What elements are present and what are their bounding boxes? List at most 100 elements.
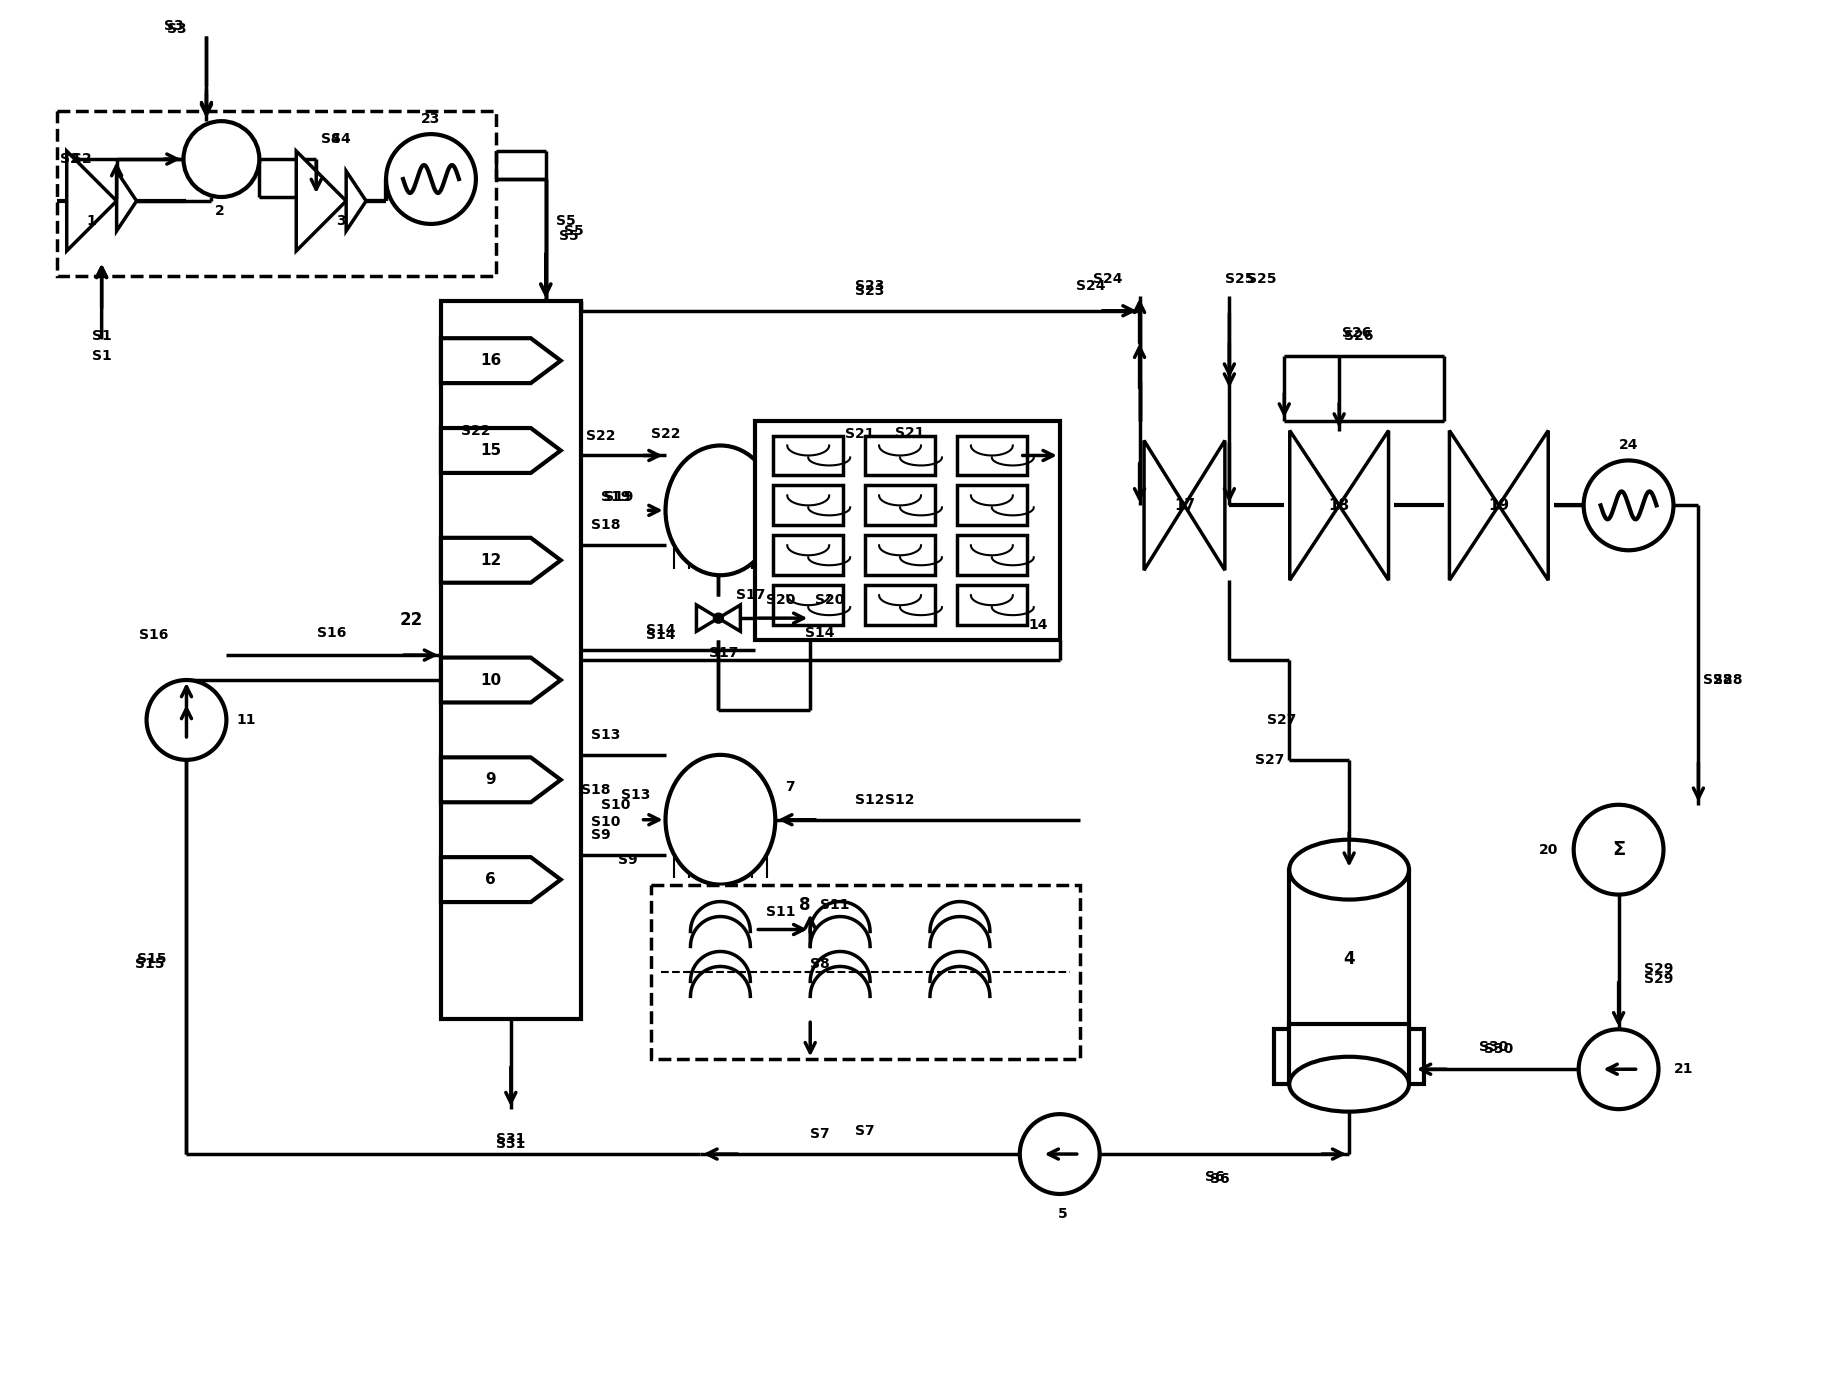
Text: S14: S14 bbox=[805, 626, 835, 640]
Polygon shape bbox=[441, 757, 561, 802]
Text: S17: S17 bbox=[708, 647, 737, 660]
Polygon shape bbox=[296, 151, 346, 250]
Text: S6: S6 bbox=[1205, 1170, 1223, 1183]
Text: S7: S7 bbox=[855, 1124, 875, 1138]
Text: 22: 22 bbox=[399, 611, 423, 629]
Text: S5: S5 bbox=[555, 213, 576, 228]
Bar bbox=[864, 535, 934, 575]
Text: S12: S12 bbox=[885, 793, 914, 806]
Text: S26: S26 bbox=[1344, 329, 1374, 343]
Text: S22: S22 bbox=[585, 428, 614, 443]
Text: S9: S9 bbox=[590, 828, 611, 842]
Polygon shape bbox=[1499, 431, 1547, 581]
Text: S13: S13 bbox=[590, 728, 620, 742]
Text: S11: S11 bbox=[820, 897, 850, 911]
Polygon shape bbox=[1184, 440, 1225, 570]
Text: 12: 12 bbox=[480, 553, 502, 568]
Text: S15: S15 bbox=[136, 952, 166, 966]
Text: S26: S26 bbox=[1342, 326, 1372, 340]
Text: S20: S20 bbox=[765, 593, 794, 607]
Text: S7: S7 bbox=[809, 1127, 829, 1141]
Bar bbox=[864, 486, 934, 526]
Text: S20: S20 bbox=[815, 593, 844, 607]
Bar bbox=[441, 301, 581, 1020]
Polygon shape bbox=[1289, 431, 1339, 581]
Polygon shape bbox=[441, 338, 561, 383]
Text: S5: S5 bbox=[563, 224, 583, 238]
Text: S23: S23 bbox=[855, 283, 885, 297]
Polygon shape bbox=[1449, 431, 1499, 581]
Text: S29: S29 bbox=[1642, 962, 1672, 977]
Ellipse shape bbox=[1289, 1057, 1409, 1112]
Text: 3: 3 bbox=[337, 213, 346, 228]
Text: 13: 13 bbox=[785, 471, 804, 484]
Text: 15: 15 bbox=[480, 443, 502, 458]
Circle shape bbox=[1578, 1029, 1657, 1109]
Ellipse shape bbox=[666, 446, 774, 575]
Text: S2: S2 bbox=[61, 153, 79, 166]
Text: S3: S3 bbox=[167, 22, 186, 36]
Polygon shape bbox=[66, 151, 116, 250]
Text: S19: S19 bbox=[603, 490, 633, 505]
Text: S11: S11 bbox=[765, 904, 794, 919]
Text: S28: S28 bbox=[1712, 673, 1742, 687]
Bar bbox=[956, 585, 1026, 625]
Bar bbox=[956, 436, 1026, 476]
Polygon shape bbox=[441, 538, 561, 582]
Text: S22: S22 bbox=[651, 427, 680, 440]
Circle shape bbox=[1572, 805, 1662, 894]
Text: S30: S30 bbox=[1479, 1040, 1508, 1054]
Text: S13: S13 bbox=[620, 788, 649, 802]
Text: 5: 5 bbox=[1057, 1207, 1067, 1221]
Polygon shape bbox=[697, 605, 717, 632]
Text: S3: S3 bbox=[164, 19, 184, 33]
Text: S23: S23 bbox=[855, 279, 885, 293]
Circle shape bbox=[184, 121, 259, 197]
Text: S9: S9 bbox=[618, 853, 636, 867]
Text: S19: S19 bbox=[600, 490, 629, 505]
Bar bbox=[1274, 1029, 1423, 1084]
Bar bbox=[57, 111, 495, 275]
Bar bbox=[864, 585, 934, 625]
Bar bbox=[772, 436, 842, 476]
Polygon shape bbox=[441, 658, 561, 703]
Text: 20: 20 bbox=[1539, 842, 1558, 857]
Text: S4: S4 bbox=[331, 132, 351, 146]
Text: 21: 21 bbox=[1672, 1062, 1692, 1076]
Circle shape bbox=[1583, 461, 1672, 550]
Polygon shape bbox=[116, 171, 136, 231]
Text: S18: S18 bbox=[581, 783, 611, 797]
Text: S15: S15 bbox=[134, 958, 164, 971]
Bar bbox=[1289, 1024, 1409, 1084]
Text: 2: 2 bbox=[215, 204, 224, 217]
Text: 4: 4 bbox=[1342, 951, 1354, 969]
Text: S25: S25 bbox=[1247, 272, 1276, 286]
Text: 23: 23 bbox=[421, 113, 440, 127]
Bar bbox=[864, 436, 934, 476]
Text: S10: S10 bbox=[601, 798, 631, 812]
Polygon shape bbox=[441, 857, 561, 903]
Text: S8: S8 bbox=[714, 958, 734, 971]
Text: S6: S6 bbox=[1208, 1172, 1228, 1186]
Text: S21: S21 bbox=[844, 427, 874, 440]
Bar bbox=[772, 535, 842, 575]
Text: S12: S12 bbox=[855, 793, 885, 806]
Text: S8: S8 bbox=[809, 958, 829, 971]
Text: S29: S29 bbox=[1642, 973, 1672, 987]
Ellipse shape bbox=[1289, 839, 1409, 900]
Polygon shape bbox=[441, 428, 561, 473]
Text: 14: 14 bbox=[1028, 618, 1046, 632]
Text: S10: S10 bbox=[590, 815, 620, 828]
Ellipse shape bbox=[666, 755, 774, 885]
Text: S1: S1 bbox=[92, 348, 112, 363]
Bar bbox=[756, 421, 1059, 640]
Text: S18: S18 bbox=[590, 519, 620, 533]
Text: S27: S27 bbox=[1267, 713, 1296, 727]
Circle shape bbox=[714, 614, 723, 623]
Text: S14: S14 bbox=[645, 627, 675, 643]
Text: S1: S1 bbox=[92, 329, 112, 343]
Bar bbox=[956, 486, 1026, 526]
Text: 10: 10 bbox=[480, 673, 502, 688]
Polygon shape bbox=[1144, 440, 1184, 570]
Text: S25: S25 bbox=[1225, 272, 1254, 286]
